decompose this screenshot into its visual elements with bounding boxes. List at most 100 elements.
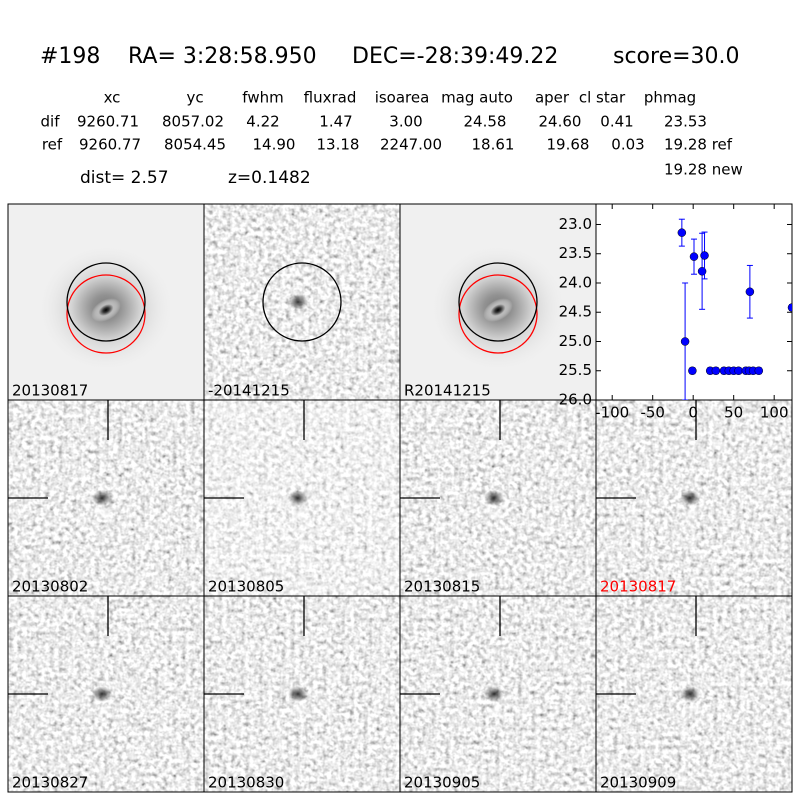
image-panel: 20130905 (399, 595, 597, 793)
point (680, 337, 690, 346)
residual-light (291, 507, 309, 521)
table-cell: 13.18 (317, 136, 360, 154)
residual-light (487, 703, 505, 717)
table-cell: 24.58 (464, 113, 507, 131)
residual-dark (288, 490, 308, 506)
table-cell: 19.68 (547, 136, 590, 154)
aperture-red (458, 274, 538, 354)
y-tick-label: 25.5 (559, 361, 592, 379)
dist: dist= 2.57 (80, 168, 169, 188)
residual-dark (680, 686, 700, 702)
aperture-black (458, 262, 538, 342)
y-tick-label: 24.5 (559, 303, 592, 321)
y-tick-label: 24.0 (559, 273, 592, 291)
panel-label: R20141215 (404, 382, 491, 400)
x-tick-label: -50 (640, 404, 665, 422)
point (677, 228, 687, 237)
table-cell: 0.03 (611, 136, 644, 154)
point (711, 366, 721, 375)
x-tick-label: 100 (760, 404, 789, 422)
object-id: #198 (40, 44, 100, 69)
residual-light (95, 703, 113, 717)
table-cell: 19.28 ref (664, 136, 733, 154)
column-header: mag auto (441, 89, 513, 107)
residual-dark (484, 490, 504, 506)
panel-label: 20130830 (208, 774, 284, 792)
galaxy-core (483, 298, 513, 322)
panel-label: 20130905 (404, 774, 480, 792)
image-panel: 20130817 (595, 399, 793, 597)
table-cell: 18.61 (472, 136, 515, 154)
point (787, 303, 792, 312)
panel-frame (595, 595, 793, 793)
y-tick-label: 25.0 (559, 332, 592, 350)
panel-label: 20130817 (12, 382, 88, 400)
galaxy-core (91, 298, 121, 322)
row-label: ref (42, 136, 63, 154)
image-panel: 20130827 (7, 595, 205, 793)
image-panel: -20141215 (203, 203, 401, 401)
image-panel: 20130909 (595, 595, 793, 793)
row-label: dif (41, 113, 61, 131)
points (677, 218, 792, 400)
residual-light (487, 507, 505, 521)
image-panel: R20141215 (399, 203, 597, 401)
image-panel: 20130805 (203, 399, 401, 597)
column-header: cl star (579, 89, 626, 107)
point (745, 287, 755, 297)
image-panel: 20130815 (399, 399, 597, 597)
residual-light (291, 311, 309, 325)
residual-dark (92, 490, 112, 506)
table-cell: 8054.45 (164, 136, 226, 154)
table-cell: 1.47 (319, 113, 352, 131)
table-cell: 8057.02 (162, 113, 224, 131)
column-header: xc (104, 89, 121, 107)
residual-light (683, 703, 701, 717)
x-tick-label: -100 (595, 404, 629, 422)
column-header: isoarea (375, 89, 430, 107)
table-cell: 2247.00 (380, 136, 442, 154)
column-header: phmag (644, 89, 696, 107)
redshift: z=0.1482 (228, 168, 311, 188)
column-header: fwhm (242, 89, 283, 107)
aperture-red (66, 274, 146, 354)
column-header: aper (535, 89, 570, 107)
table-cell: 24.60 (539, 113, 582, 131)
table-cell: 23.53 (664, 113, 707, 131)
table-cell: 0.41 (600, 113, 633, 131)
residual-dark (92, 686, 112, 702)
residual-light (683, 507, 701, 521)
column-header: yc (186, 89, 203, 107)
ra: RA= 3:28:58.950 (128, 44, 317, 69)
panel-label: 20130805 (208, 578, 284, 596)
score: score=30.0 (613, 44, 740, 69)
image-panel: 20130802 (7, 399, 205, 597)
point (700, 251, 709, 260)
point (734, 366, 743, 375)
panel-label: 20130815 (404, 578, 480, 596)
image-panel: 20130817 (7, 203, 205, 401)
column-header: fluxrad (304, 89, 357, 107)
dec: DEC=-28:39:49.22 (352, 44, 558, 69)
residual-dark (288, 686, 308, 702)
residual-light (95, 507, 113, 521)
aperture-black (66, 262, 146, 342)
point (754, 366, 764, 375)
image-panel: 20130830 (203, 595, 401, 793)
y-tick-label: 26.0 (559, 391, 592, 409)
residual-light (291, 703, 309, 717)
y-tick-label: 23.0 (559, 215, 592, 233)
panel-label: -20141215 (208, 382, 290, 400)
table-cell: 3.00 (389, 113, 422, 131)
table-cell: 9260.71 (77, 113, 139, 131)
point (688, 366, 697, 375)
phmag-new: 19.28 new (664, 161, 743, 179)
panel-label: 20130909 (600, 774, 676, 792)
table-cell: 14.90 (253, 136, 296, 154)
panel-label: 20130817 (600, 578, 676, 596)
panel-label: 20130802 (12, 578, 88, 596)
x-tick-label: 50 (724, 404, 743, 422)
residual-dark (484, 686, 504, 702)
table-cell: 9260.77 (79, 136, 141, 154)
